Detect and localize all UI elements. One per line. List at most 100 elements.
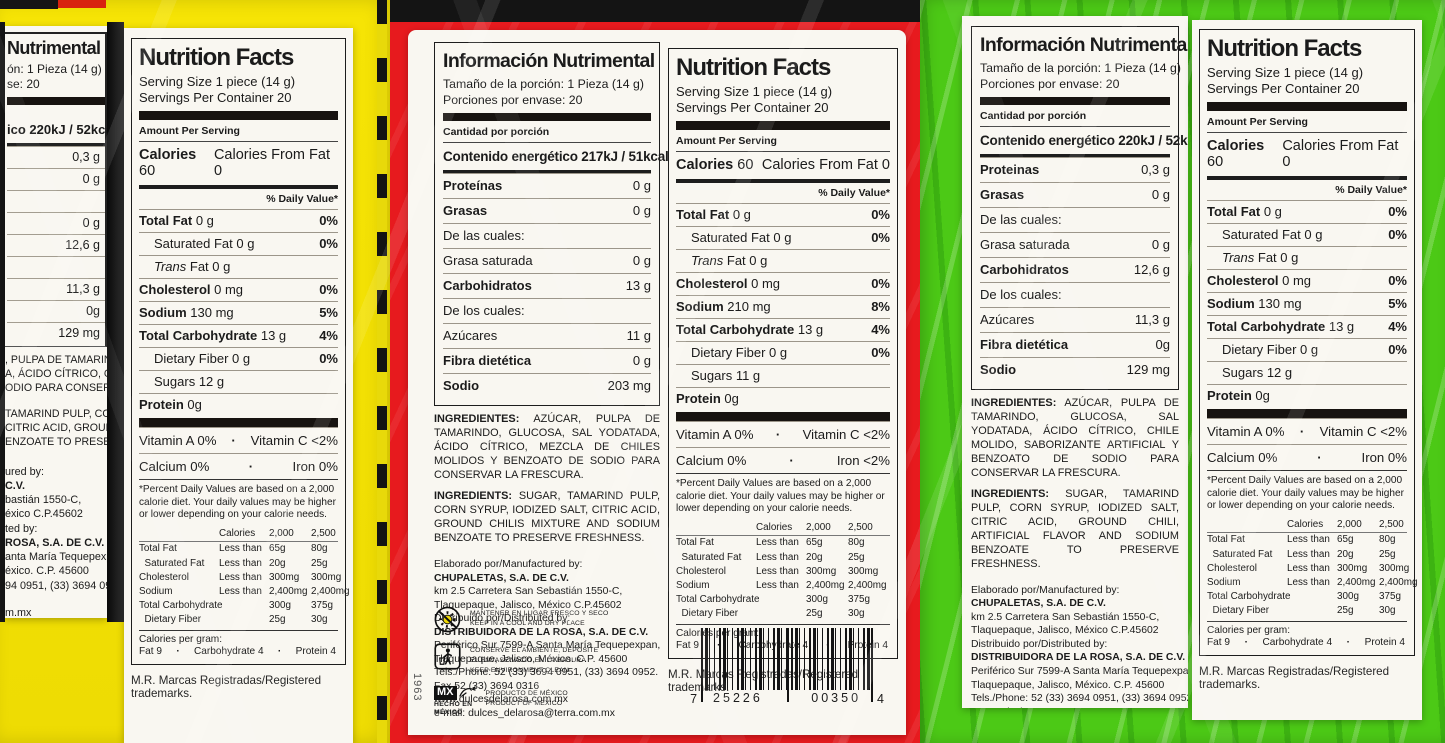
nutrient-row: Trans Fat 0 g — [1207, 245, 1407, 269]
manufacturer-line: Distribuido por/Distributed by: — [434, 613, 571, 625]
nutrient-row: Sodio 129 mg — [980, 357, 1170, 382]
nutrient-rows: Total Fat 0 g 0% Saturated Fat 0 g 0% Tr… — [139, 208, 338, 416]
servings-per-container: Servings Per Container 20 — [1207, 81, 1360, 97]
nutrient-row: Dietary Fiber 0 g 0% — [139, 346, 338, 370]
print-code: 1963 — [411, 672, 423, 701]
nutrient-name: De los cuales: — [443, 303, 525, 319]
separator-dot — [249, 459, 253, 474]
package-edge-mark — [58, 0, 106, 8]
nutrient-amount: 0,3 g — [1141, 162, 1170, 178]
vitamin-row: Calcium 0%Iron 0% — [139, 452, 338, 479]
reference-table-row: Sodium Less than 2,400mg 2,400mg — [676, 579, 887, 591]
nutrient-name: Dietary Fiber 0 g — [1222, 341, 1319, 357]
nutrient-name: Sodium 130 mg — [139, 304, 234, 320]
nutrient-row: Cholesterol 0 mg 0% — [1207, 268, 1407, 292]
daily-value-percent: 5% — [319, 304, 338, 320]
partial-address: ured by: C.V. bastián 1550-C, éxico C.P.456… — [5, 465, 107, 618]
manufacturer-line: Tlaquepaque, Jalisco, México. C.P. 45600 — [971, 679, 1165, 691]
label-partial-nutrimental: Nutrimental ón: 1 Pieza (14 g) se: 20 ic… — [5, 26, 107, 618]
keep-dry-caption: MANTENER EN LUGAR FRESCO Y SECO KEEP IN … — [470, 610, 609, 628]
package-edge-mark — [0, 0, 58, 9]
vitamin-rows: Vitamin A 0%Vitamin C <2% Calcium 0%Iron… — [139, 426, 338, 479]
nutrient-row: Dietary Fiber 0 g 0% — [676, 340, 890, 364]
partial-ingredients: , PULPA DE TAMARINDO,A, ÁCIDO CÍTRICO, C… — [5, 354, 107, 450]
address-fragment: bastián 1550-C, — [5, 494, 82, 507]
nutrient-row: Grasa saturada 0 g — [980, 232, 1170, 257]
manufacturer-line: Fax 52 (33) 3694 0316 — [971, 706, 1179, 708]
reference-table-row: Saturated Fat Less than 20g 25g — [139, 557, 328, 569]
nutrient-row: De las cuales: — [980, 207, 1170, 232]
calories-from-fat: Calories From Fat 0 — [213, 146, 330, 179]
separator-dot — [789, 453, 793, 468]
daily-value-percent: 4% — [319, 327, 338, 343]
ingredients-fragment: CITRIC ACID, GROUND — [5, 422, 107, 435]
manufacturer-line: Tels./Phone: 52 (33) 3694 0951, (33) 369… — [971, 693, 1188, 705]
servings-per-container: Servings Per Container 20 — [139, 90, 292, 106]
nutrient-name: Proteínas — [443, 178, 503, 194]
nutrient-name: Trans Fat 0 g — [1222, 249, 1299, 265]
package-green: Información Nutrimental Tamaño de la por… — [920, 0, 1445, 743]
daily-value-percent: 0% — [319, 212, 338, 228]
nutrient-row: Grasas 0 g — [980, 182, 1170, 207]
ingredients-en: INGREDIENTS: SUGAR, TAMARIND PULP, CORN … — [434, 490, 660, 545]
manufacturer-line: km 2.5 Carretera San Sebastián 1550-C, — [434, 586, 623, 598]
daily-value-percent: 0% — [319, 235, 338, 251]
nutrient-name: Azúcares — [980, 312, 1035, 328]
reference-table-row: Total Fat Less than 65g 80g — [1207, 534, 1396, 546]
reference-table-row: Total Carbohydrate 300g 375g — [139, 600, 333, 612]
energy-content: Contenido energético 220kJ / 52kcal — [980, 127, 1188, 158]
package-edge-strip — [0, 22, 5, 622]
nutrient-name: Dietary Fiber 0 g — [691, 344, 788, 360]
divider-bar — [676, 411, 890, 421]
nutrient-amount: 0 g — [632, 253, 651, 269]
daily-value-percent: 0% — [871, 344, 890, 360]
address-fragment: éxico C.P.45602 — [5, 508, 83, 521]
partial-energy: ico 220kJ / 52kcal — [7, 119, 107, 146]
barcode-prefix-digit: 7 — [690, 691, 698, 706]
tidy-man-trash-icon — [434, 643, 461, 670]
divider-bar — [139, 110, 338, 120]
nutrient-row: Carbohidratos 12,6 g — [980, 257, 1170, 282]
nutrient-row: Total Carbohydrate 13 g 4% — [676, 317, 890, 341]
nutrient-row: Dietary Fiber 0 g 0% — [1207, 337, 1407, 361]
nutrient-row: Sugars 11 g — [676, 363, 890, 387]
daily-value-header: % Daily Value* — [818, 186, 890, 199]
amount-per-serving-es: Cantidad por porción — [980, 108, 1170, 128]
keep-environment-clean-caption: CONSERVE EL AMBIENTE, DEPOSITE EL ENVASE… — [470, 647, 599, 675]
nutrient-row: De los cuales: — [980, 282, 1170, 307]
reference-table-header: Calories 2,000 2,500 — [1207, 518, 1407, 533]
reference-table-row: Dietary Fiber 25g 30g — [1207, 605, 1396, 617]
nutrient-amount: 0 g — [1151, 237, 1170, 253]
nutrient-name: Total Fat 0 g — [676, 206, 751, 222]
separator-dot — [176, 646, 179, 657]
calories-row: Calories 60 Calories From Fat 0 — [139, 142, 338, 189]
nutrient-name: Trans Fat 0 g — [691, 252, 768, 268]
nutrient-row: Total Fat 0 g 0% — [676, 202, 890, 226]
nutrient-row: Sodium 210 mg 8% — [676, 294, 890, 318]
nutrient-row: Cholesterol 0 mg 0% — [676, 271, 890, 295]
calories-row: Calories 60 Calories From Fat 0 — [1207, 133, 1407, 180]
reference-table-row: Dietary Fiber 25g 30g — [139, 614, 328, 626]
partial-serving: ón: 1 Pieza (14 g) — [7, 62, 102, 76]
nutrient-amount: 13 g — [625, 278, 651, 294]
divider-bar — [7, 97, 105, 105]
daily-value-footnote: *Percent Daily Values are based on a 2,0… — [676, 472, 890, 521]
nutrient-amount: 11 g — [626, 328, 651, 344]
serving-size-es: Tamaño de la porción: 1 Pieza (14 g) — [443, 77, 644, 91]
nutrient-name: Saturated Fat 0 g — [691, 229, 792, 245]
sun-crossed-icon — [434, 606, 461, 633]
nutrient-row: Sugars 12 g — [1207, 360, 1407, 384]
nutrient-amount: 203 mg — [607, 378, 651, 394]
serving-size: Serving Size 1 piece (14 g) — [1207, 65, 1364, 81]
divider-bar — [443, 113, 651, 122]
nutrient-name: Fibra dietética — [980, 337, 1069, 353]
reference-table-row: Cholesterol Less than 300mg 300mg — [139, 571, 342, 583]
address-fragment: ted by: — [5, 522, 38, 535]
manufacturer-line: CHUPALETAS, S.A. DE C.V. — [971, 598, 1106, 610]
separator-dot — [1317, 450, 1321, 465]
daily-value-percent: 0% — [319, 281, 338, 297]
amount-per-serving: Amount Per Serving — [139, 122, 338, 142]
divider-bar — [980, 97, 1170, 106]
reference-table-row: Total Carbohydrate 300g 375g — [676, 594, 870, 606]
nutrient-row: Grasas 0 g — [443, 198, 651, 223]
